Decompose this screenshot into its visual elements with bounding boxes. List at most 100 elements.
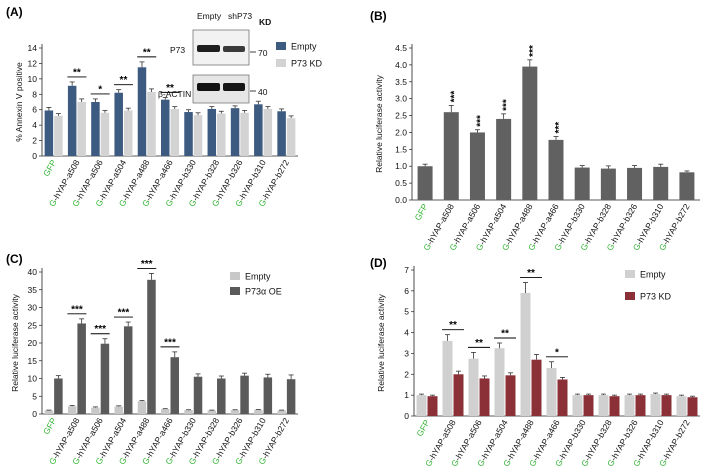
bar	[170, 357, 179, 414]
bar	[687, 397, 698, 416]
significance-stars: **	[120, 75, 128, 86]
y-tick-label: 6	[404, 286, 409, 296]
bar	[77, 323, 86, 414]
x-tick-label-prefix: G	[210, 198, 222, 209]
bar	[147, 91, 156, 156]
y-tick-label: 2.0	[395, 127, 407, 137]
blot-actin-band-shp73	[223, 83, 245, 91]
significance-stars: **	[501, 329, 509, 340]
bar	[263, 377, 273, 414]
bar	[184, 410, 193, 414]
panel-c-label: (C)	[6, 252, 23, 266]
x-tick-label-prefix: G	[526, 242, 538, 253]
x-tick-label-prefix: G	[233, 198, 245, 209]
bar	[67, 406, 77, 414]
bar	[67, 85, 77, 156]
y-tick-label: 1	[404, 390, 409, 400]
blot-marker-40: 40	[258, 87, 268, 97]
bar	[193, 376, 203, 414]
y-tick-label: 30	[28, 303, 38, 313]
bar	[653, 166, 669, 200]
bar	[277, 111, 286, 156]
y-tick-label: 0	[32, 151, 37, 161]
x-tick-label-prefix: G	[117, 456, 129, 467]
bar	[609, 396, 620, 416]
bar	[286, 379, 296, 414]
x-tick-label-prefix: G	[501, 458, 513, 469]
bar	[114, 92, 123, 156]
blot-header-kd: KD	[259, 17, 271, 27]
x-tick-label-gfp: GFP	[41, 158, 59, 178]
significance-stars: **	[143, 47, 151, 58]
x-tick-label-prefix: G	[579, 458, 591, 469]
bar	[54, 115, 63, 156]
blot-row-label-p73: P73	[170, 45, 185, 55]
significance-stars: ***	[528, 45, 539, 57]
significance-stars: **	[166, 83, 174, 94]
western-blot-inset: Empty shP73 KD P73 β-ACTIN 70 40	[158, 11, 271, 104]
y-tick-label: 20	[28, 338, 38, 348]
y-tick-label: 40	[28, 267, 38, 277]
x-tick-label-prefix: G	[421, 242, 433, 253]
x-tick-label-prefix: G	[475, 458, 487, 469]
y-tick-label: 0.0	[395, 195, 407, 205]
y-tick-label: 2.5	[395, 111, 407, 121]
bar	[557, 379, 568, 416]
y-tick-label: 1.0	[395, 161, 407, 171]
bar	[137, 67, 147, 156]
legend-label: P73 KD	[291, 59, 323, 69]
bar	[254, 409, 263, 414]
y-tick-label: 1.5	[395, 144, 407, 154]
bar	[91, 407, 100, 414]
blot-p73-band-empty	[197, 45, 220, 52]
significance-stars: ***	[554, 122, 565, 134]
blot-p73-band-shp73	[223, 46, 245, 52]
bar	[54, 378, 63, 414]
bar	[574, 167, 590, 200]
significance-stars: *	[98, 84, 102, 95]
blot-lane-shp73: shP73	[228, 11, 252, 21]
bar	[546, 368, 557, 416]
legend-swatch	[625, 270, 635, 278]
blot-actin-band-empty	[197, 83, 220, 91]
y-tick-label: 2	[404, 369, 409, 379]
panel-d-label: (D)	[370, 256, 387, 270]
legend-swatch	[276, 59, 286, 67]
bar	[240, 375, 249, 414]
bar	[600, 168, 616, 200]
x-tick-label-prefix: G	[631, 242, 643, 253]
panel-c: (C) 0 5 10 15 20 25 30 35 40 Relative luciferase …	[6, 252, 298, 466]
significance-stars: ***	[71, 304, 83, 315]
y-tick-label: 7	[404, 265, 409, 275]
x-tick-label-gfp: GFP	[414, 418, 432, 438]
x-tick-label-prefix: G	[256, 198, 268, 209]
x-tick-label-prefix: G	[140, 456, 152, 467]
bar	[520, 292, 531, 416]
bar	[427, 396, 438, 416]
legend-swatch	[230, 287, 240, 295]
y-tick-label: 5	[32, 391, 37, 401]
legend-label: P73α OE	[245, 287, 282, 297]
significance-stars: **	[73, 67, 81, 78]
bar	[240, 112, 249, 156]
y-axis-label: Relative luciferase activity	[376, 293, 386, 392]
x-tick-label-prefix: G	[93, 456, 105, 467]
x-tick-label-prefix: G	[70, 198, 82, 209]
bar	[496, 118, 512, 200]
x-tick-label-gfp: GFP	[412, 202, 430, 222]
bar	[679, 172, 695, 200]
significance-stars: ***	[94, 324, 106, 335]
bar	[44, 410, 54, 414]
x-tick-label-prefix: G	[70, 456, 82, 467]
x-tick-label-prefix: G	[163, 198, 175, 209]
y-tick-label: 35	[28, 285, 38, 295]
significance-stars: **	[475, 338, 483, 349]
significance-stars: *	[555, 347, 559, 358]
y-tick-label: 3	[404, 348, 409, 358]
bar	[123, 326, 133, 414]
bar	[230, 108, 240, 156]
x-tick-label-prefix: G	[604, 242, 616, 253]
x-tick-label-prefix: G	[47, 198, 59, 209]
x-tick-label: GFP	[41, 416, 59, 436]
y-tick-label: 10	[28, 374, 38, 384]
